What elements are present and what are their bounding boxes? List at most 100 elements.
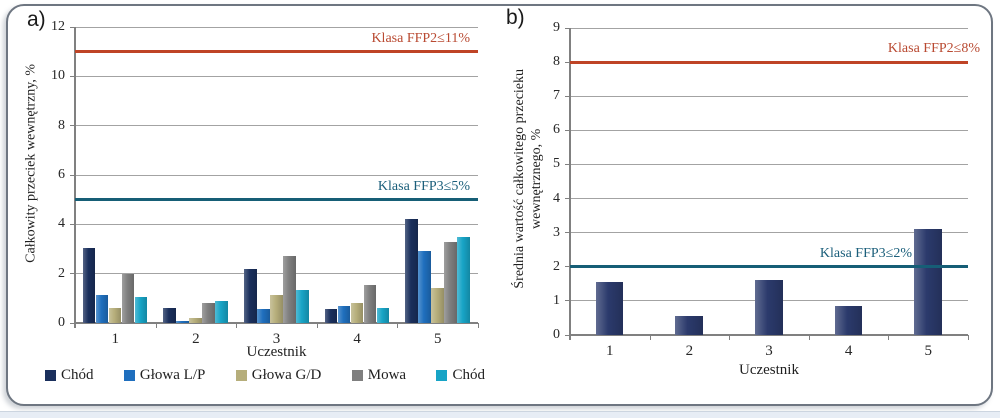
gridline-y4 (75, 223, 478, 225)
x-tickmark (155, 323, 157, 328)
legend-swatch-icon (123, 370, 135, 381)
y-tick-label: 10 (51, 68, 65, 84)
gridline-y2 (75, 273, 478, 275)
bar-a-p3-s3 (270, 294, 283, 323)
y-tick-label: 3 (553, 224, 560, 240)
x-tick-label: 4 (353, 331, 361, 347)
y-tick-label: 6 (58, 167, 65, 182)
y-tick-label: 8 (58, 117, 65, 133)
y-tick-label: 8 (553, 54, 560, 70)
legend-item-2: Głowa L/P (123, 367, 206, 384)
x-tick-label: 3 (765, 343, 773, 359)
bar-b-p3-s1 (755, 280, 783, 335)
gridline-y12 (75, 26, 478, 28)
x-tickmark (968, 335, 969, 340)
gridline-y5 (570, 163, 968, 165)
bar-a-p5-s1 (405, 219, 418, 323)
x-axis-title-b: Uczestnik (739, 362, 799, 378)
gridline-y10 (75, 75, 478, 77)
bar-a-p5-s2 (418, 251, 431, 323)
y-tickmark (70, 174, 75, 176)
y-tickmark (70, 273, 75, 275)
bar-a-p2-s3 (189, 318, 202, 323)
x-tickmark (729, 335, 731, 340)
gridline-y6 (75, 174, 478, 176)
gridline-y6 (570, 129, 968, 131)
bar-b-p1-s1 (595, 282, 624, 335)
bar-a-p4-s2 (337, 305, 351, 323)
bar-a-p1-s3 (108, 308, 122, 323)
legend-swatch-icon (235, 370, 247, 381)
x-axis-title-a: Uczestnik (246, 344, 307, 360)
legend-label: Chód (452, 367, 485, 383)
bar-a-p3-s5 (296, 289, 309, 323)
x-tick-label: 5 (433, 331, 442, 347)
bar-a-p1-s4 (121, 273, 135, 323)
y-tickmark (70, 223, 75, 225)
x-tick-label: 1 (111, 331, 120, 347)
bar-a-p4-s5 (376, 308, 390, 323)
x-tick-label: 3 (272, 331, 281, 347)
legend-label: Głowa L/P (139, 367, 206, 383)
x-axis-line (75, 322, 478, 324)
ref-line-label: Klasa FFP3≤5% (377, 178, 470, 194)
bar-a-p4-s4 (363, 284, 377, 323)
x-tickmark (649, 335, 651, 340)
y-tick-label: 4 (58, 216, 65, 232)
legend-item-5: Chód (436, 367, 485, 384)
y-tickmark (565, 163, 570, 165)
bar-a-p3-s2 (257, 309, 270, 323)
y-tick-label: 2 (553, 258, 560, 274)
y-axis-line (569, 28, 571, 340)
y-tickmark (565, 198, 570, 200)
y-tickmark (70, 75, 75, 77)
x-tickmark (397, 323, 399, 328)
y-tickmark (565, 300, 570, 302)
x-tick-label: 4 (844, 343, 853, 359)
y-tick-label: 0 (553, 327, 560, 342)
gridline-y7 (570, 95, 968, 97)
x-tickmark (75, 323, 76, 328)
bar-a-p5-s4 (444, 241, 457, 323)
legend-swatch-icon (436, 370, 448, 381)
legend-item-3: Głowa G/D (235, 367, 322, 384)
bar-a-p2-s5 (215, 300, 228, 323)
y-tickmark (70, 26, 75, 28)
bar-a-p3-s1 (244, 268, 257, 323)
gridline-y4 (570, 198, 968, 200)
y-tick-label: 7 (553, 88, 560, 104)
y-tickmark (565, 95, 570, 97)
bar-a-p4-s1 (324, 309, 338, 323)
y-axis-line (74, 27, 76, 328)
bar-a-p1-s1 (82, 247, 96, 323)
x-tickmark (316, 323, 318, 328)
bar-a-p3-s4 (283, 256, 296, 323)
panel-b-label: b) (506, 6, 525, 29)
y-tick-label: 5 (553, 156, 560, 172)
x-tickmark (808, 335, 810, 340)
legend-swatch-icon (351, 370, 363, 381)
x-tickmark (478, 323, 479, 328)
gridline-y3 (570, 232, 968, 234)
y-axis-title-a: Całkowity przeciek wewnętrzny, % (23, 63, 39, 263)
legend-label: Chód (61, 367, 94, 383)
x-tickmark (236, 323, 238, 328)
legend-label: Głowa G/D (251, 367, 322, 383)
ref-line-a-2 (75, 198, 478, 202)
bar-a-p5-s3 (431, 288, 444, 323)
ref-line-b-1 (570, 60, 968, 64)
x-tick-label: 5 (924, 343, 932, 359)
ref-line-label: Klasa FFP2≤8% (887, 41, 980, 57)
y-tick-label: 12 (51, 19, 65, 34)
y-tickmark (565, 334, 570, 336)
panel-a-label: a) (27, 8, 46, 31)
gridline-y9 (570, 27, 968, 29)
ref-line-label: Klasa FFP3≤2% (819, 245, 912, 261)
legend: Chód Głowa L/P Głowa G/D Mowa Chód (45, 367, 485, 384)
bar-a-p2-s1 (163, 308, 176, 323)
y-tick-label: 2 (58, 265, 65, 281)
ref-line-label: Klasa FFP2≤11% (371, 30, 470, 46)
x-tick-label: 1 (606, 343, 614, 359)
x-tick-label: 2 (685, 343, 694, 359)
